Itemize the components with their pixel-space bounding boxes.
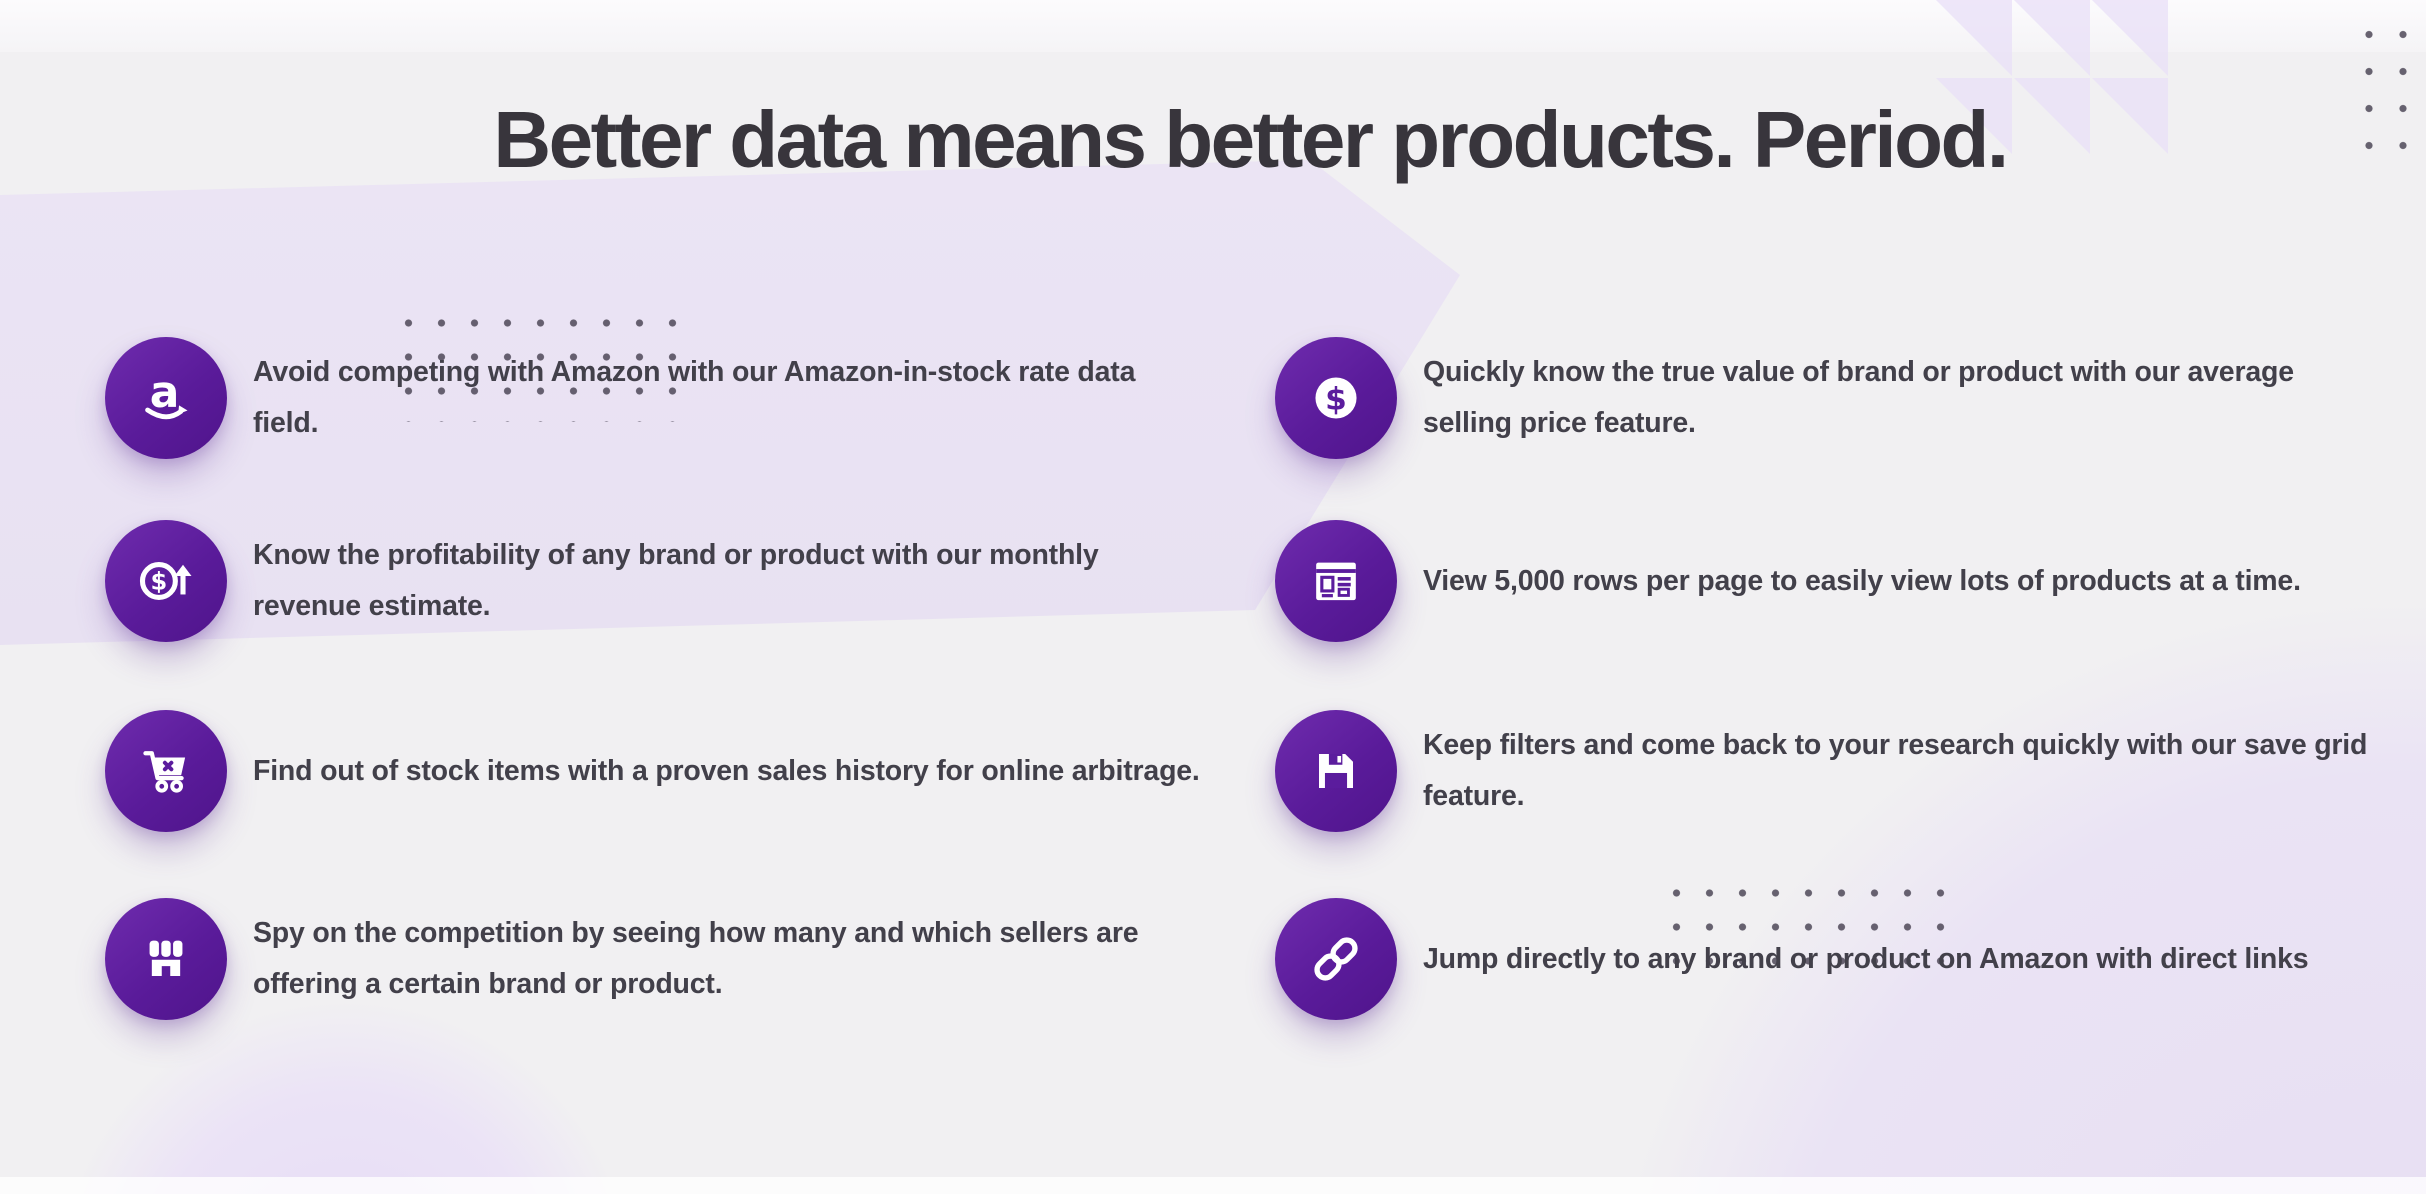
svg-text:a: a [150,367,180,418]
revenue-arrow-icon: $ [105,520,227,642]
feature-text: Know the profitability of any brand or p… [253,539,1099,622]
svg-text:$: $ [151,568,168,596]
out-of-stock-cart-icon [105,710,227,832]
lavender-circle-bottom-left [55,1000,635,1194]
feature-item-amazon-in-stock: a Avoid competing with Amazon with our A… [105,335,1225,461]
amazon-icon: a [105,337,227,459]
feature-item-average-price: $ Quickly know the true value of brand o… [1275,335,2415,461]
save-disk-icon [1275,710,1397,832]
feature-item-5000-rows: View 5,000 rows per page to easily view … [1275,518,2415,644]
feature-item-save-grid: Keep filters and come back to your resea… [1275,708,2415,834]
page-title: Better data means better products. Perio… [493,94,2009,184]
feature-text: Keep filters and come back to your resea… [1423,729,2368,812]
dollar-coin-icon: $ [1275,337,1397,459]
feature-text: Jump directly to any brand or product on… [1423,942,2309,975]
feature-item-spy-competition: Spy on the competition by seeing how man… [105,896,1225,1022]
feature-text: View 5,000 rows per page to easily view … [1423,564,2301,597]
rows-table-icon [1275,520,1397,642]
bottom-white-band [0,1177,2426,1194]
feature-text: Spy on the competition by seeing how man… [253,917,1139,1000]
feature-item-revenue-estimate: $ Know the profitability of any brand or… [105,518,1225,644]
svg-text:$: $ [1325,381,1347,417]
feature-text: Find out of stock items with a proven sa… [253,754,1200,787]
direct-link-icon [1275,898,1397,1020]
feature-text: Avoid competing with Amazon with our Ama… [253,356,1136,439]
feature-text: Quickly know the true value of brand or … [1423,356,2294,439]
feature-item-direct-links: Jump directly to any brand or product on… [1275,896,2415,1022]
feature-item-out-of-stock: Find out of stock items with a proven sa… [105,708,1225,834]
storefront-icon [105,898,227,1020]
top-white-band [0,0,2426,52]
